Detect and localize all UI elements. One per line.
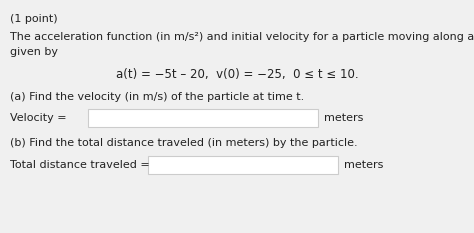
Bar (88, 109, 318, 127)
Text: meters: meters (324, 113, 364, 123)
Text: (a) Find the velocity (in m/s) of the particle at time t.: (a) Find the velocity (in m/s) of the pa… (10, 92, 304, 102)
Text: Velocity =: Velocity = (10, 113, 70, 123)
Text: (1 point): (1 point) (10, 14, 58, 24)
Text: meters: meters (344, 160, 383, 170)
Text: (b) Find the total distance traveled (in meters) by the particle.: (b) Find the total distance traveled (in… (10, 138, 357, 148)
Bar (148, 156, 338, 174)
Text: The acceleration function (in m/s²) and initial velocity for a particle moving a: The acceleration function (in m/s²) and … (10, 32, 474, 42)
Text: given by: given by (10, 47, 58, 57)
Text: Total distance traveled =: Total distance traveled = (10, 160, 153, 170)
Text: a(t) = −5t – 20,  v(0) = −25,  0 ≤ t ≤ 10.: a(t) = −5t – 20, v(0) = −25, 0 ≤ t ≤ 10. (116, 68, 358, 81)
